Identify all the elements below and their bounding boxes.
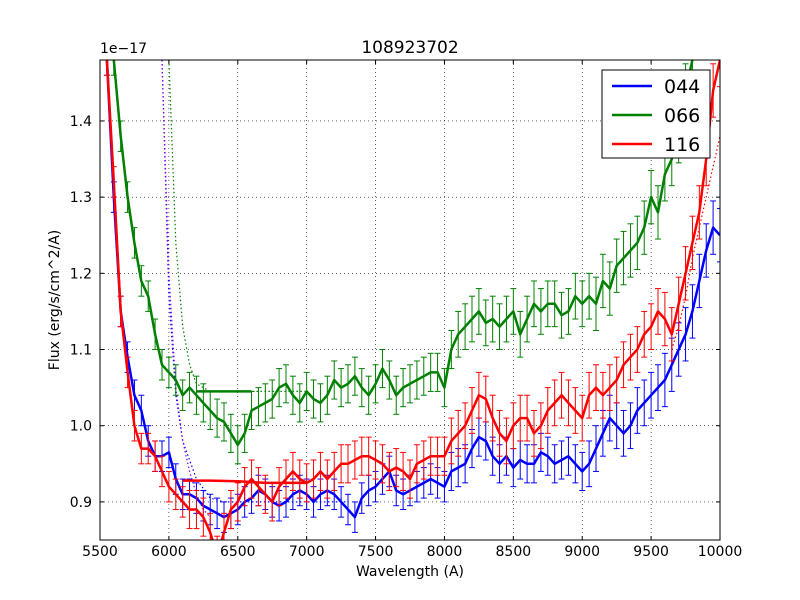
y-tick-label: 1.3 [70,190,92,206]
x-tick-label: 8000 [427,544,463,560]
series-line-066 [112,60,694,447]
legend-label-066: 066 [664,105,700,127]
y-tick-label: 1.2 [70,266,92,282]
fit-line-116 [182,479,307,485]
model-curve-extra-0 [161,60,211,518]
series-066 [110,60,696,465]
chart-title: 108923702 [361,38,458,58]
data-layer [103,60,720,540]
x-tick-label: 8500 [496,544,532,560]
axis-ticks: 5500 6000 6500 7000 7500 8000 8500 9000 9500 1000… [70,60,743,560]
x-tick-label: 7000 [289,544,325,560]
y-offset-label: 1e−17 [100,41,147,57]
y-tick-label: 1.1 [70,343,92,359]
legend: 044 066 116 [601,69,711,159]
y-tick-label: 1.0 [70,419,92,435]
series-line-044 [105,60,720,519]
x-tick-label: 9000 [564,544,600,560]
y-axis-label: Flux (erg/s/cm^2/A) [47,230,63,370]
x-axis-label: Wavelength (A) [356,564,464,580]
legend-label-044: 044 [664,76,700,98]
series-116 [103,60,720,540]
model-curve-116 [671,136,720,350]
y-tick-label: 1.4 [70,114,92,130]
y-tick-label: 0.9 [70,495,92,511]
x-tick-label: 6500 [220,544,256,560]
x-tick-label: 10000 [698,544,743,560]
x-tick-label: 6000 [151,544,187,560]
plot-frame [99,59,721,541]
series-line-116 [105,60,720,540]
x-tick-label: 7500 [358,544,394,560]
x-tick-label: 9500 [633,544,669,560]
legend-label-116: 116 [664,134,700,156]
x-tick-label: 5500 [82,544,118,560]
